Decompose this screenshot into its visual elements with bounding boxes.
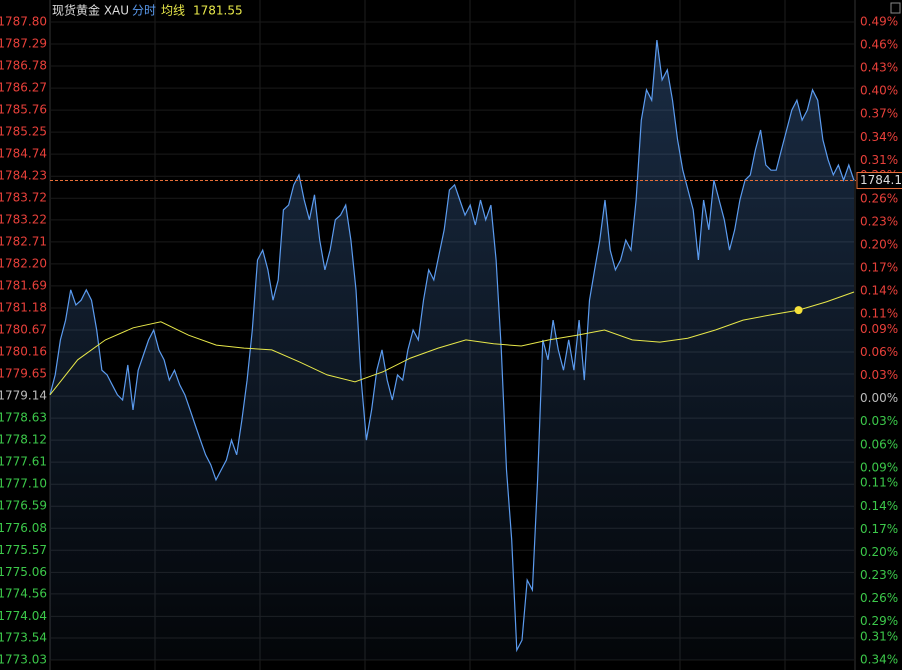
y-tick-label: 1787.80 [0,15,47,29]
y-tick-label: 1774.56 [0,586,47,600]
y-tick-label: 1785.76 [0,103,47,117]
y-tick-label: 1785.25 [0,125,47,139]
y-tick-label: 1780.67 [0,322,47,336]
last-price-label: 1784.13 [860,173,902,187]
last-price-box [856,172,902,190]
y-tick-label: 1782.20 [0,256,47,270]
y2-tick-label: 0.03% [860,414,898,428]
y-tick-label: 1773.03 [0,653,47,667]
y-tick-label: 1781.18 [0,300,47,314]
y-tick-label: 1780.16 [0,345,47,359]
y-tick-label: 1786.78 [0,59,47,73]
y-tick-label: 1783.22 [0,212,47,226]
y2-tick-label: 0.37% [860,107,898,121]
y2-tick-label: 0.06% [860,437,898,451]
price-area [50,40,854,661]
corner-icon[interactable] [890,2,901,14]
y-tick-label: 1779.14 [0,389,47,403]
y2-tick-label: 0.29% [860,614,898,628]
y2-tick-label: 0.46% [860,38,898,52]
average-marker [794,306,803,315]
header: 现货黄金 XAU 分时 均线 1781.55 [52,3,243,18]
y-tick-label: 1781.69 [0,278,47,292]
y-tick-label: 1782.71 [0,234,47,248]
y-tick-label: 1776.08 [0,521,47,535]
y2-tick-label: 0.00% [860,391,898,405]
y2-tick-label: 0.49% [860,15,898,29]
y-tick-label: 1774.04 [0,609,47,623]
y-tick-label: 1778.12 [0,433,47,447]
y-tick-label: 1775.57 [0,543,47,557]
chart-title: 现货黄金 XAU [52,3,129,18]
legend-entry: 均线 [161,4,185,18]
y2-tick-label: 0.40% [860,84,898,98]
y-tick-label: 1779.65 [0,367,47,381]
avg-value: 1781.55 [193,4,243,18]
y2-tick-label: 0.14% [860,284,898,298]
y2-tick-label: 0.31% [860,629,898,643]
y2-tick-label: 0.06% [860,345,898,359]
y2-tick-label: 0.20% [860,237,898,251]
y-tick-label: 1773.54 [0,630,47,644]
y2-tick-label: 0.23% [860,214,898,228]
y2-tick-label: 0.11% [860,307,898,321]
y2-tick-label: 0.31% [860,153,898,167]
y-tick-label: 1777.61 [0,455,47,469]
y-tick-label: 1787.29 [0,37,47,51]
y2-tick-label: 0.43% [860,61,898,75]
y-tick-label: 1778.63 [0,411,47,425]
y-tick-label: 1786.27 [0,81,47,95]
y2-tick-label: 0.17% [860,522,898,536]
y2-tick-label: 0.17% [860,260,898,274]
y-tick-label: 1784.74 [0,147,47,161]
y-tick-label: 1777.10 [0,477,47,491]
y2-tick-label: 0.11% [860,476,898,490]
average-line [49,291,855,396]
y2-tick-label: 0.26% [860,591,898,605]
y2-tick-label: 0.09% [860,460,898,474]
y2-tick-label: 0.14% [860,499,898,513]
y2-tick-label: 0.03% [860,368,898,382]
y-tick-label: 1776.59 [0,499,47,513]
y2-tick-label: 0.26% [860,191,898,205]
y-tick-label: 1784.23 [0,169,47,183]
y-tick-label: 1783.72 [0,191,47,205]
y2-tick-label: 0.34% [860,130,898,144]
price-line [49,40,855,653]
y2-tick-label: 0.23% [860,568,898,582]
legend-entry: 分时 [132,4,156,18]
y-tick-label: 1775.06 [0,565,47,579]
y2-tick-label: 0.09% [860,322,898,336]
y2-tick-label: 0.34% [860,653,898,667]
y2-tick-label: 0.20% [860,545,898,559]
